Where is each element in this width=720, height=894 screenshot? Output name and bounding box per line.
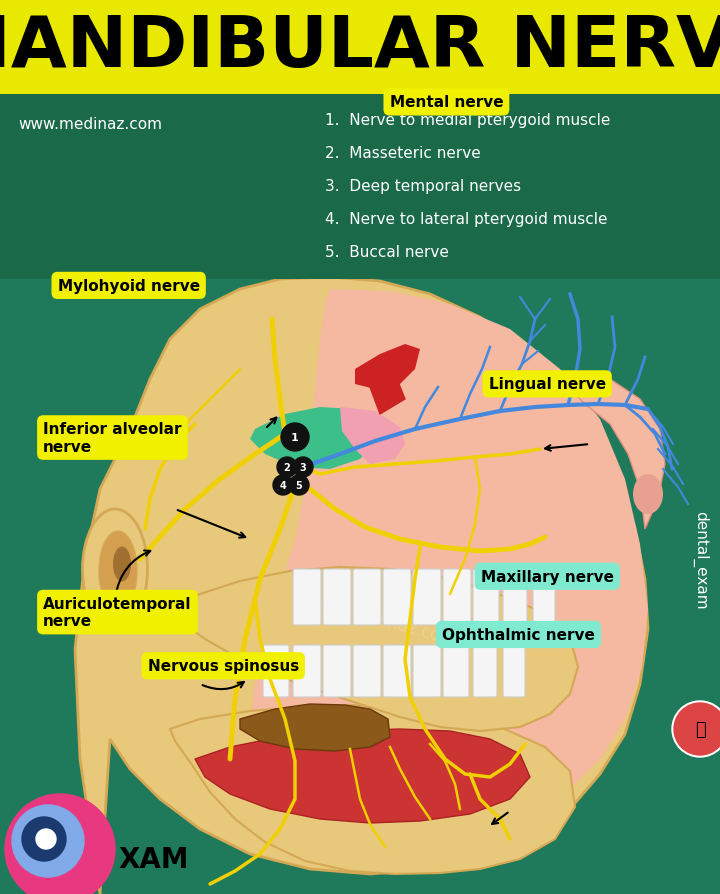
Text: www.medinaz.com: www.medinaz.com <box>18 117 162 131</box>
Circle shape <box>273 476 293 495</box>
Ellipse shape <box>83 510 148 629</box>
Circle shape <box>674 704 720 755</box>
FancyBboxPatch shape <box>473 569 499 625</box>
Text: MANDIBULAR NERVE: MANDIBULAR NERVE <box>0 13 720 82</box>
Polygon shape <box>355 344 420 390</box>
Circle shape <box>36 829 56 849</box>
Text: 1: 1 <box>291 433 299 443</box>
Polygon shape <box>570 380 665 529</box>
Text: 2: 2 <box>284 462 290 472</box>
Text: 3: 3 <box>300 462 307 472</box>
Polygon shape <box>250 408 375 469</box>
FancyBboxPatch shape <box>0 0 720 95</box>
Circle shape <box>281 424 309 451</box>
Ellipse shape <box>633 475 663 514</box>
Text: 3.  Deep temporal nerves: 3. Deep temporal nerves <box>325 179 521 194</box>
Text: www.medinaz.com: www.medinaz.com <box>302 590 458 648</box>
Polygon shape <box>170 568 578 731</box>
FancyBboxPatch shape <box>293 645 321 697</box>
FancyBboxPatch shape <box>293 569 321 625</box>
Text: Ophthalmic nerve: Ophthalmic nerve <box>442 628 595 642</box>
Circle shape <box>22 817 66 861</box>
FancyBboxPatch shape <box>353 645 381 697</box>
Text: Nervous spinosus: Nervous spinosus <box>148 659 299 673</box>
Polygon shape <box>240 704 390 751</box>
FancyBboxPatch shape <box>413 569 441 625</box>
Text: 5.  Buccal nerve: 5. Buccal nerve <box>325 245 449 260</box>
Text: 5: 5 <box>296 480 302 491</box>
Circle shape <box>12 805 84 877</box>
Text: 4: 4 <box>279 480 287 491</box>
Text: 4.  Nerve to lateral pterygoid muscle: 4. Nerve to lateral pterygoid muscle <box>325 212 608 227</box>
FancyBboxPatch shape <box>0 95 720 280</box>
FancyBboxPatch shape <box>383 645 411 697</box>
Polygon shape <box>75 278 648 894</box>
Polygon shape <box>170 705 575 874</box>
FancyBboxPatch shape <box>263 645 289 697</box>
Text: Inferior alveolar
nerve: Inferior alveolar nerve <box>43 422 181 454</box>
Polygon shape <box>250 290 648 839</box>
Text: dental_exam: dental_exam <box>692 510 708 609</box>
Circle shape <box>5 794 115 894</box>
Circle shape <box>289 476 309 495</box>
Polygon shape <box>370 375 405 415</box>
Polygon shape <box>195 730 530 823</box>
FancyBboxPatch shape <box>413 645 441 697</box>
Text: Lingual nerve: Lingual nerve <box>489 377 606 392</box>
Circle shape <box>293 458 313 477</box>
FancyBboxPatch shape <box>443 569 471 625</box>
Text: Auriculotemporal
nerve: Auriculotemporal nerve <box>43 596 192 628</box>
Text: 📷: 📷 <box>695 721 706 738</box>
Text: Maxillary nerve: Maxillary nerve <box>481 569 613 584</box>
FancyBboxPatch shape <box>473 645 497 697</box>
Circle shape <box>672 701 720 757</box>
Polygon shape <box>340 408 405 465</box>
Circle shape <box>277 458 297 477</box>
FancyBboxPatch shape <box>383 569 411 625</box>
FancyBboxPatch shape <box>533 569 555 625</box>
Text: 1.  Nerve to medial pterygoid muscle: 1. Nerve to medial pterygoid muscle <box>325 113 611 128</box>
FancyBboxPatch shape <box>443 645 469 697</box>
Text: XAM: XAM <box>118 845 189 873</box>
Text: 2.  Masseteric nerve: 2. Masseteric nerve <box>325 146 481 161</box>
Ellipse shape <box>99 531 137 611</box>
FancyBboxPatch shape <box>323 569 351 625</box>
Ellipse shape <box>113 547 131 582</box>
FancyBboxPatch shape <box>503 645 525 697</box>
FancyBboxPatch shape <box>353 569 381 625</box>
FancyBboxPatch shape <box>323 645 351 697</box>
Text: Mylohyoid nerve: Mylohyoid nerve <box>58 279 199 293</box>
FancyBboxPatch shape <box>503 569 527 625</box>
Text: Mental nerve: Mental nerve <box>390 96 503 110</box>
